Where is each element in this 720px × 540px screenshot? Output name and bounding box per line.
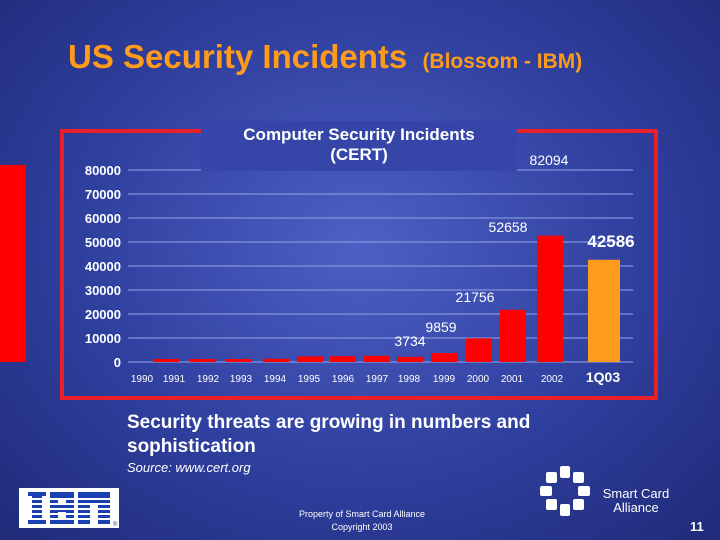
x-tick-label: 1990 [131, 374, 154, 385]
y-tick-label: 70000 [85, 187, 121, 202]
bar [397, 356, 423, 362]
x-tick-label: 1991 [163, 374, 186, 385]
data-label: 52658 [489, 219, 528, 235]
bar [263, 358, 289, 362]
data-label: 9859 [425, 319, 456, 335]
y-tick-label: 30000 [85, 283, 121, 298]
bar [226, 359, 252, 362]
x-tick-label: 1997 [366, 374, 389, 385]
smart-card-alliance-text: Smart Card Alliance [602, 486, 670, 515]
bar [190, 359, 216, 362]
ibm-logo: ® [19, 488, 119, 528]
bar [537, 235, 563, 362]
y-tick-label: 60000 [85, 211, 121, 226]
chart-frame [60, 129, 658, 400]
x-tick-label: 2001 [501, 374, 524, 385]
y-tick-label: 50000 [85, 235, 121, 250]
y-tick-label: 0 [114, 355, 121, 370]
description-text: Security threats are growing in numbers … [127, 412, 531, 457]
bar [431, 353, 457, 362]
x-tick-label: 2002 [541, 374, 564, 385]
page-number: 11 [690, 519, 704, 534]
bar [297, 356, 323, 362]
footer-property: Property of Smart Card Alliance Copyrigh… [262, 508, 462, 534]
x-tick-label: 1996 [332, 374, 355, 385]
x-tick-label: 1995 [298, 374, 321, 385]
y-tick-label: 40000 [85, 259, 121, 274]
footer-copyright-line: Copyright 2003 [331, 522, 393, 532]
slide-title: US Security Incidents (Blossom - IBM) [68, 38, 582, 76]
footer-property-line: Property of Smart Card Alliance [298, 509, 426, 519]
data-label: 21756 [456, 289, 495, 305]
y-tick-label: 80000 [85, 163, 121, 178]
bar [330, 356, 356, 362]
slide-title-sub: (Blossom - IBM) [422, 50, 583, 73]
slide-title-main: US Security Incidents [68, 38, 408, 75]
x-tick-label: 1998 [398, 374, 421, 385]
x-tick-label: 1993 [230, 374, 253, 385]
x-tick-label: 1994 [264, 374, 287, 385]
x-tick-label: 1Q03 [586, 369, 620, 385]
bar [0, 164, 26, 362]
bar [153, 359, 179, 362]
data-label: 3734 [394, 333, 425, 349]
x-tick-label: 1992 [197, 374, 220, 385]
data-label: 82094 [530, 152, 569, 168]
bar [588, 259, 620, 362]
x-tick-label: 1999 [433, 374, 456, 385]
data-label: 42586 [587, 232, 634, 251]
chart-title-box [201, 121, 517, 171]
smart-card-alliance-logo [540, 466, 590, 516]
y-tick-label: 10000 [85, 331, 121, 346]
bar [500, 309, 526, 362]
bar [364, 355, 390, 362]
registered-mark: ® [113, 521, 118, 528]
chart-title-line: (CERT) [330, 145, 388, 164]
source-text: Source: www.cert.org [127, 460, 251, 475]
y-tick-label: 20000 [85, 307, 121, 322]
bar [466, 338, 492, 362]
chart-title-line: Computer Security Incidents [243, 125, 474, 144]
x-tick-label: 2000 [467, 374, 490, 385]
